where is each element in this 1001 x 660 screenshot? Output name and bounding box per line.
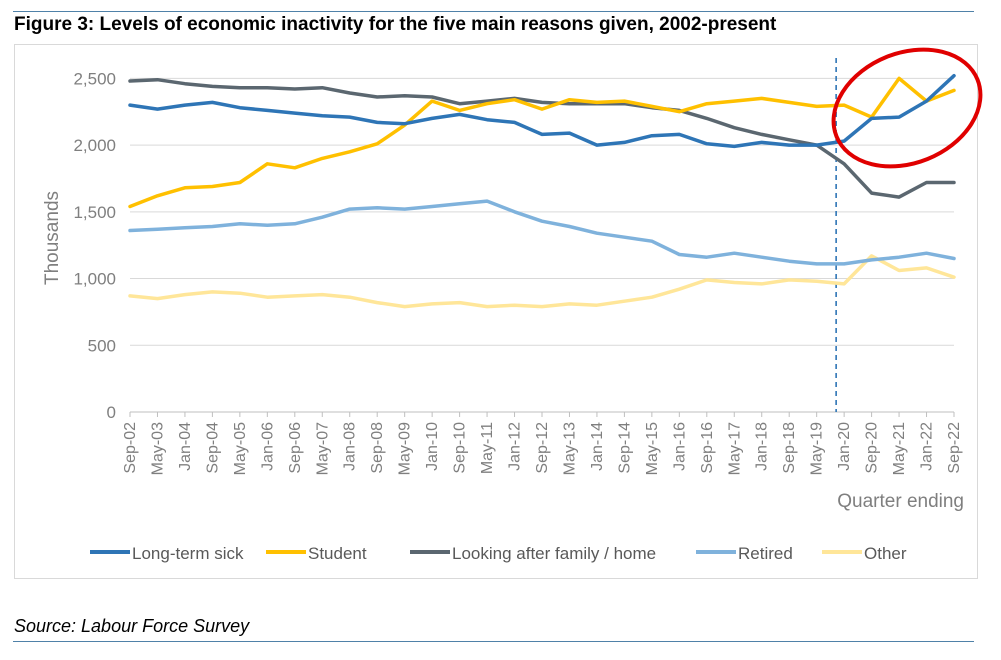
x-tick-label: May-21	[891, 422, 908, 475]
series-line	[128, 76, 956, 209]
x-tick-label: Sep-18	[781, 422, 798, 474]
x-tick-label: Sep-08	[369, 422, 386, 474]
y-tick-label: 0	[107, 403, 116, 422]
x-tick-label: Sep-20	[864, 422, 881, 474]
x-tick-label: May-15	[644, 422, 661, 475]
highlight-ellipse	[831, 47, 983, 169]
series-lines	[128, 73, 956, 309]
chart-title: Figure 3: Levels of economic inactivity …	[14, 14, 777, 35]
legend: Long-term sick Student Looking after famil…	[90, 544, 907, 563]
x-tick-label: May-09	[397, 422, 414, 475]
x-tick-label: Sep-14	[616, 422, 633, 474]
x-tick-label: Jan-10	[424, 422, 441, 471]
x-tick-label: Sep-10	[452, 422, 469, 474]
series-line	[128, 254, 956, 309]
bottom-rule	[13, 641, 974, 642]
line-chart: 0 500 1,000 1,500 2,000 2,500 Sep-02 May-03 Jan…	[42, 47, 983, 563]
legend-label: Long-term sick	[132, 544, 244, 563]
x-tick-label: Sep-04	[204, 422, 221, 474]
x-axis-ticks: Sep-02 May-03 Jan-04 Sep-04 May-05 Jan-06 Sep-…	[122, 412, 963, 475]
x-tick-label: Sep-02	[122, 422, 139, 474]
x-tick-label: Jan-22	[919, 422, 936, 471]
x-tick-label: May-19	[809, 422, 826, 475]
x-tick-label: Sep-12	[534, 422, 551, 474]
y-tick-label: 1,500	[73, 203, 116, 222]
source-note: Source: Labour Force Survey	[14, 616, 250, 636]
y-axis-ticks: 0 500 1,000 1,500 2,000 2,500	[73, 69, 116, 422]
x-tick-label: Jan-04	[177, 422, 194, 471]
series-line	[128, 77, 956, 199]
x-tick-label: May-07	[314, 422, 331, 475]
gridlines	[130, 77, 954, 413]
x-tick-label: Jan-08	[342, 422, 359, 471]
y-tick-label: 1,000	[73, 270, 116, 289]
x-tick-label: Jan-18	[754, 422, 771, 471]
x-tick-label: Jan-12	[507, 422, 524, 471]
x-tick-label: Jan-20	[836, 422, 853, 471]
y-tick-label: 2,000	[73, 136, 116, 155]
x-tick-label: May-17	[726, 422, 743, 475]
x-tick-label: May-11	[479, 422, 496, 474]
legend-label: Looking after family / home	[452, 544, 656, 563]
y-axis-label: Thousands	[42, 191, 63, 285]
x-tick-label: May-03	[149, 422, 166, 475]
series-line	[128, 199, 956, 266]
x-tick-label: May-05	[232, 422, 249, 475]
legend-label: Retired	[738, 544, 793, 563]
x-tick-label: Sep-16	[699, 422, 716, 474]
x-tick-label: Jan-06	[259, 422, 276, 471]
y-tick-label: 500	[88, 336, 116, 355]
x-tick-label: Sep-06	[287, 422, 304, 474]
chart-frame	[14, 44, 978, 579]
x-tick-label: Sep-22	[946, 422, 963, 474]
y-tick-label: 2,500	[73, 69, 116, 88]
series-line	[128, 73, 956, 149]
top-rule	[13, 11, 974, 12]
legend-label: Other	[864, 544, 907, 563]
x-axis-label: Quarter ending	[837, 491, 964, 512]
x-tick-label: May-13	[561, 422, 578, 475]
legend-label: Student	[308, 544, 367, 563]
x-tick-label: Jan-14	[589, 422, 606, 471]
x-tick-label: Jan-16	[671, 422, 688, 471]
